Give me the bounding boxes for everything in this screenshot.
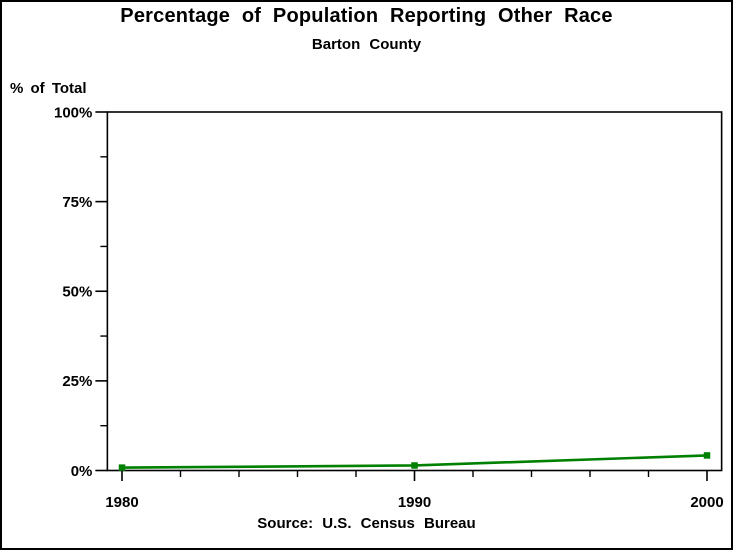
y-tick-label: 100% (54, 104, 92, 121)
y-tick-label: 50% (62, 284, 92, 301)
chart-subtitle: Barton County (311, 36, 422, 53)
y-tick-label: 0% (71, 463, 93, 480)
data-point-marker (118, 464, 126, 471)
x-tick-label: 2000 (690, 494, 723, 511)
x-tick-label: 1990 (398, 494, 431, 511)
x-tick-label: 1980 (105, 494, 138, 511)
y-axis-title: % of Total (10, 80, 87, 97)
y-tick-label: 25% (62, 373, 92, 390)
chart-title: Percentage of Population Reporting Other… (120, 5, 613, 27)
data-point-marker (703, 452, 711, 459)
source-note: Source: U.S. Census Bureau (257, 515, 476, 532)
y-tick-label: 75% (62, 194, 92, 211)
plot-frame (106, 111, 723, 472)
data-point-marker (411, 462, 418, 469)
